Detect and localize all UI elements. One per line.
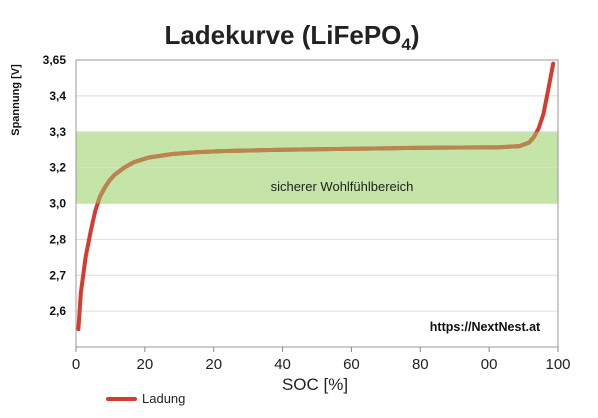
data-point (90, 231, 92, 233)
data-point (104, 187, 106, 189)
data-point (533, 136, 535, 138)
y-tick-label: 3,3 (49, 125, 66, 139)
data-point (109, 179, 111, 181)
y-tick-label: 3,2 (49, 161, 66, 175)
data-point (114, 174, 116, 176)
y-tick-label: 3,65 (43, 53, 67, 67)
x-axis-title: SOC [%] (282, 375, 348, 394)
data-point (316, 149, 318, 151)
data-point (538, 127, 540, 129)
watermark: https://NextNest.at (430, 320, 541, 334)
data-point (133, 161, 135, 163)
y-tick-label: 2,8 (49, 232, 66, 246)
x-tick-label: 20 (137, 356, 154, 373)
data-point (528, 142, 530, 144)
data-point (543, 113, 545, 115)
data-point (196, 151, 198, 153)
data-point (148, 157, 150, 159)
data-point (461, 147, 463, 149)
y-tick-label: 3,4 (49, 89, 66, 103)
data-point (80, 292, 82, 294)
data-point (220, 150, 222, 152)
x-tick-label: 60 (343, 356, 360, 373)
data-point (95, 210, 97, 212)
data-point (172, 153, 174, 155)
y-tick-label: 3,0 (49, 197, 66, 211)
x-tick-label: 40 (274, 356, 291, 373)
data-point (99, 196, 101, 198)
data-point (268, 149, 270, 151)
legend-label: Ladung (142, 391, 185, 406)
data-point (413, 147, 415, 149)
x-tick-label: 100 (545, 356, 570, 373)
x-tick-label: 0 (72, 356, 80, 373)
data-point (123, 167, 125, 169)
data-point (548, 88, 550, 90)
legend: Ladung (106, 391, 185, 406)
chart-title: Ladekurve (LiFePO4) (164, 20, 419, 54)
data-point (499, 146, 501, 148)
data-point (552, 63, 554, 65)
chart-title-close: ) (411, 20, 420, 50)
data-point (78, 328, 80, 330)
data-point (364, 148, 366, 150)
plot-area: 3,65 3,4 3,3 3,2 3,0 2,8 2,7 2,6 0 20 20 40 60 80 00 10… (43, 53, 571, 373)
plot-frame (75, 59, 559, 348)
y-axis-title: Spannung [V] (10, 64, 22, 136)
data-point (519, 145, 521, 147)
chart-title-subscript: 4 (401, 35, 411, 54)
data-point (85, 257, 87, 259)
band-label: sicherer Wohlfühlbereich (271, 179, 414, 194)
x-tick-label: 20 (205, 356, 222, 373)
y-tick-label: 2,7 (49, 268, 66, 282)
x-tick-label: 80 (412, 356, 429, 373)
y-tick-label: 2,6 (49, 304, 66, 318)
x-tick-label: 00 (481, 356, 498, 373)
series-line-ladung-in-band (95, 131, 540, 204)
